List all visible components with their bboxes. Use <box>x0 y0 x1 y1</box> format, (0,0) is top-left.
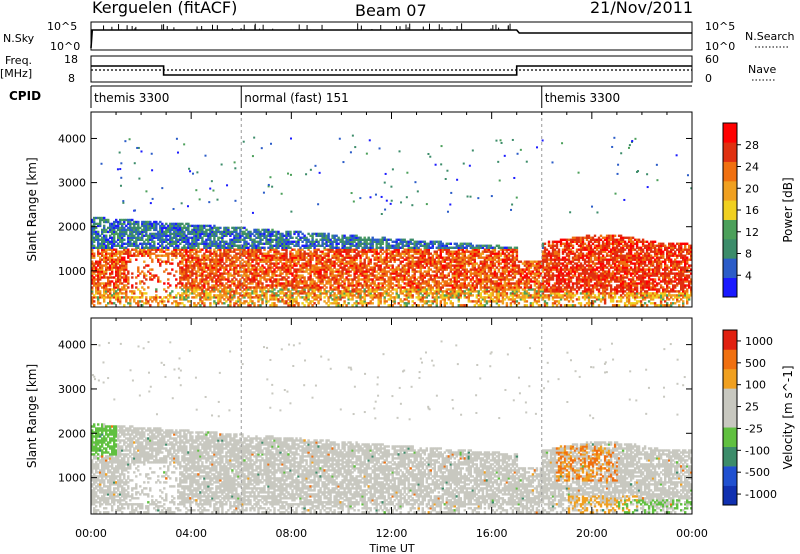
mhz-label: [MHz] <box>0 67 32 80</box>
freq-label: Freq. <box>5 54 32 67</box>
freq-tick-bottom: 8 <box>68 72 75 85</box>
velocity-ylabel: Slant Range [km] <box>25 364 39 468</box>
power-colorbar-tick: 16 <box>745 204 759 217</box>
freq-tick-top: 18 <box>64 53 78 66</box>
velocity-colorbar-tick: -1000 <box>745 488 777 501</box>
cpid-segment-label: themis 3300 <box>545 91 620 105</box>
velocity-ytick-label: 3000 <box>58 383 86 396</box>
velocity-colorbar-tick: -100 <box>745 444 770 457</box>
velocity-colorbar: 1000 500 100 25 -25 -100 -500 -1000 Velocity [m … <box>723 330 795 505</box>
cpid-segments: themis 3300 normal (fast) 151 themis 3300 <box>91 86 692 108</box>
beam-title: Beam 07 <box>355 1 427 20</box>
nsky-line <box>91 30 692 48</box>
power-colorbar-tick: 28 <box>745 139 759 152</box>
power-ylabel: Slant Range [km] <box>25 157 39 261</box>
time-tick-label: 16:00 <box>476 527 508 540</box>
power-colorbar-label: Power [dB] <box>781 177 795 242</box>
time-axis-label: Time UT <box>368 542 414 554</box>
velocity-colorbar-tick: 1000 <box>745 335 773 348</box>
station-title: Kerguelen (fitACF) <box>92 0 237 17</box>
power-ytick-label: 4000 <box>58 132 86 145</box>
cpid-label: CPID <box>9 89 41 103</box>
power-colorbar-tick: 20 <box>745 182 759 195</box>
time-tick-label: 00:00 <box>676 527 708 540</box>
velocity-panel: 1000 2000 3000 4000 Slant Range [km] <box>25 318 692 514</box>
time-tick-label: 00:00 <box>75 527 107 540</box>
nsky-tick-bottom: 10^0 <box>50 40 80 53</box>
date-title: 21/Nov/2011 <box>590 0 693 17</box>
freq-panel <box>91 56 692 82</box>
power-ytick-label: 3000 <box>58 177 86 190</box>
time-axis: 00:00 04:00 08:00 12:00 16:00 20:00 00:00 <box>75 527 708 540</box>
time-tick-label: 20:00 <box>576 527 608 540</box>
velocity-colorbar-tick: 500 <box>745 357 766 370</box>
time-tick-label: 12:00 <box>376 527 408 540</box>
power-ytick-label: 2000 <box>58 221 86 234</box>
power-colorbar-tick: 12 <box>745 226 759 239</box>
nsky-panel <box>91 22 692 50</box>
nsky-label: N.Sky <box>3 32 35 45</box>
velocity-ytick-label: 4000 <box>58 339 86 352</box>
power-ytick-label: 1000 <box>58 265 86 278</box>
power-colorbar-tick: 4 <box>745 269 752 282</box>
nave-tick-top: 60 <box>705 53 719 66</box>
velocity-colorbar-tick: -25 <box>745 422 763 435</box>
cpid-segment-label: normal (fast) 151 <box>244 91 348 105</box>
cpid-segment-label: themis 3300 <box>94 91 169 105</box>
nsky-spikes <box>104 23 510 30</box>
velocity-cells <box>91 340 692 513</box>
nave-label: Nave <box>748 63 776 76</box>
velocity-colorbar-tick: -500 <box>745 466 770 479</box>
nsky-tick-top: 10^5 <box>47 20 77 33</box>
nave-tick-bottom: 0 <box>705 72 712 85</box>
velocity-colorbar-tick: 25 <box>745 401 759 414</box>
nsearch-tick-bottom: 10^0 <box>705 40 735 53</box>
power-colorbar-tick: 8 <box>745 248 752 261</box>
time-tick-label: 04:00 <box>175 527 207 540</box>
power-cells <box>91 135 692 307</box>
power-panel: 1000 2000 3000 4000 Slant Range [km] <box>25 112 692 307</box>
velocity-ytick-label: 2000 <box>58 427 86 440</box>
time-tick-label: 08:00 <box>275 527 307 540</box>
nsearch-label: N.Search <box>745 30 795 43</box>
velocity-ytick-label: 1000 <box>58 472 86 485</box>
power-colorbar: 4 8 12 16 20 24 28 Power [dB] <box>723 123 795 297</box>
velocity-colorbar-label: Velocity [m s^-1] <box>781 365 795 469</box>
velocity-colorbar-tick: 100 <box>745 379 766 392</box>
nsearch-tick-top: 10^5 <box>705 20 735 33</box>
power-colorbar-tick: 24 <box>745 161 759 174</box>
